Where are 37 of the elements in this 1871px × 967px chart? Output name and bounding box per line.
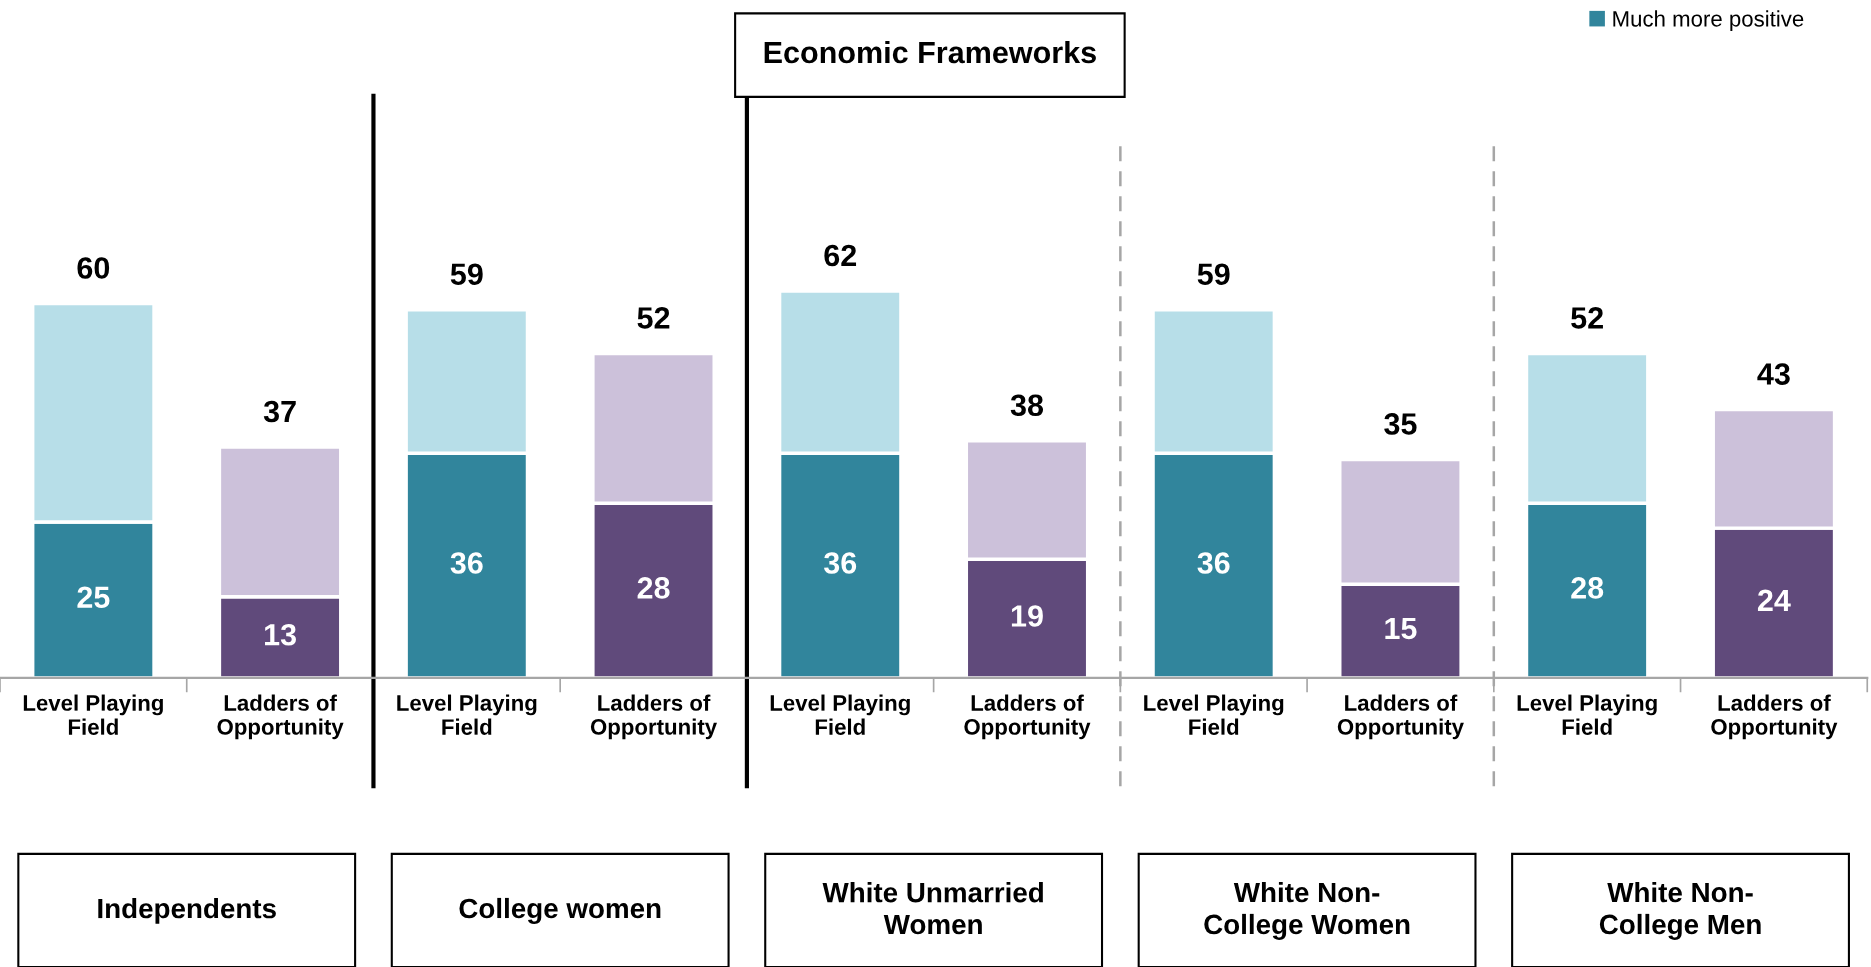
x-tick-label: Level Playing Field (1517, 694, 1657, 735)
data-label: 28 (637, 577, 670, 599)
x-tick-label: Ladders of Opportunity (964, 694, 1091, 740)
total-label: 52 (1571, 307, 1603, 329)
text: White Non- College Women (1204, 881, 1410, 940)
x-tick-label: Ladders of Opportunity (1337, 694, 1464, 740)
data-label: 19 (1011, 605, 1043, 627)
chart-title: Economic Frameworks (764, 40, 1096, 64)
data-label: 36 (823, 552, 857, 574)
data-label: 15 (1385, 617, 1417, 640)
data-label: 36 (1197, 552, 1230, 574)
data-label: 13 (265, 623, 296, 646)
total-label: 37 (263, 400, 296, 423)
x-tick-label: Ladders of Opportunity (1711, 694, 1838, 740)
data-label: 28 (1571, 577, 1604, 599)
total-label: 59 (450, 263, 483, 286)
data-label: 24 (1757, 589, 1791, 611)
x-tick-label: Level Playing Field (397, 694, 537, 735)
data-label: 25 (77, 586, 110, 609)
text: Independents (98, 897, 276, 924)
x-tick-label: Level Playing Field (770, 694, 910, 735)
x-tick-label: Ladders of Opportunity (217, 694, 344, 740)
total-label: 35 (1384, 413, 1417, 435)
x-tick-label: Ladders of Opportunity (590, 694, 717, 740)
total-label: 38 (1010, 394, 1044, 417)
x-tick-label: Level Playing Field (1144, 694, 1284, 735)
total-label: 59 (1197, 263, 1230, 286)
legend-label: Much more positive (1613, 10, 1804, 32)
text: White Non- College Men (1599, 881, 1761, 940)
text: College women (459, 897, 661, 924)
data-label: 36 (450, 552, 483, 574)
x-tick-label: Level Playing Field (23, 694, 163, 735)
text: White Unmarried Women (822, 882, 1043, 935)
total-label: 62 (824, 244, 857, 267)
total-label: 52 (637, 307, 670, 329)
total-label: 43 (1757, 363, 1790, 385)
total-label: 60 (77, 257, 110, 279)
